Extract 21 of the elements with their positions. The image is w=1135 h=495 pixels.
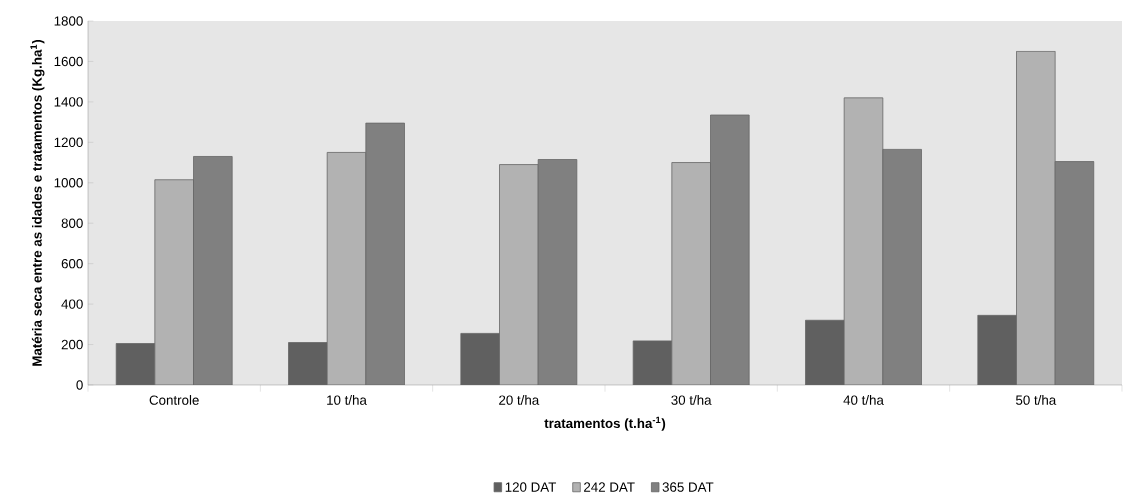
y-tick-label: 0 (76, 380, 83, 390)
x-axis-title: tratamentos (t.ha$^{-1}$) (544, 416, 666, 431)
legend-label: 365 DAT (662, 482, 714, 492)
y-tick-label: 1600 (54, 56, 83, 67)
legend-label: 120 DAT (505, 482, 557, 492)
y-axis-title: Matéria seca entre as idades e tratamentos (Kg.ha$^{1}$) (30, 39, 45, 366)
y-tick-label: 1000 (54, 178, 83, 188)
y-tick-label: 1800 (54, 16, 83, 26)
y-tick-label: 1200 (54, 137, 83, 148)
x-tick-label: 40 t/ha (843, 395, 884, 405)
y-tick-label: 1400 (54, 97, 83, 107)
x-tick-label: 10 t/ha (327, 395, 367, 405)
x-tick-label: 50 t/ha (1015, 395, 1057, 405)
x-tick-label: 20 t/ha (499, 395, 540, 405)
y-tick-label: 600 (61, 258, 83, 269)
y-tick-label: 800 (61, 218, 83, 228)
x-tick-label: Controle (149, 395, 199, 405)
legend-label: 242 DAT (584, 482, 635, 492)
y-tick-label: 200 (61, 339, 83, 350)
x-tick-label: 30 t/ha (671, 395, 712, 405)
y-tick-label: 400 (61, 299, 83, 309)
